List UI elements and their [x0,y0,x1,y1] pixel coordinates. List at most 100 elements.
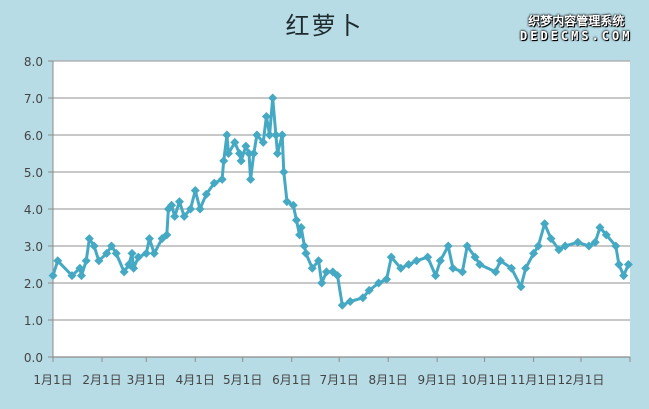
data-point [457,267,467,277]
data-point [516,282,526,292]
data-point [614,260,624,269]
data-point [291,215,301,225]
data-point [94,256,104,266]
data-point [333,271,343,281]
data-point [495,256,505,266]
data-point [374,278,384,288]
y-tick-label: 4.0 [24,203,43,217]
data-point [75,263,85,273]
data-point [364,285,374,295]
data-point [404,260,414,269]
data-point [623,260,633,269]
data-point [317,278,327,288]
data-point [170,211,180,221]
data-point [84,234,94,244]
data-point [345,297,355,306]
data-point [386,252,396,262]
data-point [141,248,151,258]
y-tick-label: 5.0 [24,166,43,180]
data-point [611,241,621,251]
data-point [268,93,278,103]
y-tick-label: 3.0 [24,240,43,254]
data-point [435,256,445,266]
data-point [67,271,77,281]
x-tick-label: 4月1日 [176,373,215,387]
data-point [149,248,159,258]
data-point [282,197,292,207]
data-point [423,252,433,262]
data-point [246,174,256,184]
x-tick-label: 12月1日 [558,373,605,387]
data-point [48,271,58,281]
data-point [76,271,86,281]
watermark-line2: DEDECMS.COM [520,29,633,43]
data-point [119,267,129,277]
data-point [412,256,422,266]
data-point [174,197,184,207]
data-point [127,248,137,258]
data-point [295,230,305,240]
data-point [217,174,227,184]
data-point [236,156,246,166]
data-point [223,149,233,158]
chart-title: 红萝卜 [285,12,364,40]
data-point [106,241,116,251]
data-point [244,149,254,158]
data-point [235,149,245,158]
data-point [111,248,121,258]
data-point [546,234,556,244]
y-tick-label: 0.0 [24,351,43,365]
data-point [179,211,189,221]
data-point [162,230,172,240]
data-point [396,263,406,273]
data-point [279,167,289,177]
data-point [301,248,311,258]
x-tick-label: 2月1日 [82,373,121,387]
data-point [190,186,200,195]
data-point [540,219,550,229]
data-point [288,200,298,210]
data-point [529,248,539,258]
y-tick-label: 1.0 [24,314,43,328]
data-point [277,130,287,140]
data-point [265,130,275,140]
data-point [506,263,516,273]
data-point [590,237,600,247]
data-point [431,271,441,281]
data-point [195,204,205,214]
data-point [314,256,324,266]
x-tick-label: 7月1日 [319,373,358,387]
data-point [296,223,306,232]
data-point [129,263,139,273]
x-tick-label: 9月1日 [417,373,456,387]
data-point [133,252,143,262]
y-tick-label: 6.0 [24,129,43,143]
x-tick-label: 3月1日 [127,373,166,387]
data-point [201,189,211,199]
x-tick-label: 1月1日 [33,373,72,387]
data-point [382,274,392,284]
data-point [219,156,229,166]
data-point [89,241,99,251]
watermark: 织梦内容管理系统 DEDECMS.COM [520,14,632,44]
data-point [443,241,453,251]
data-point [258,137,268,147]
data-point [337,300,347,310]
data-point [554,245,564,255]
data-point [222,130,232,140]
data-point [533,241,543,251]
data-point [358,293,368,303]
data-point [249,149,259,158]
data-point [321,267,331,277]
data-point [230,137,240,147]
data-point [209,178,219,188]
x-tick-label: 11月1日 [510,373,557,387]
data-point [584,241,594,251]
data-point [53,256,63,266]
data-point [241,141,251,151]
data-point [81,256,91,266]
data-point [601,230,611,240]
data-point [167,200,177,210]
data-point [573,237,583,247]
